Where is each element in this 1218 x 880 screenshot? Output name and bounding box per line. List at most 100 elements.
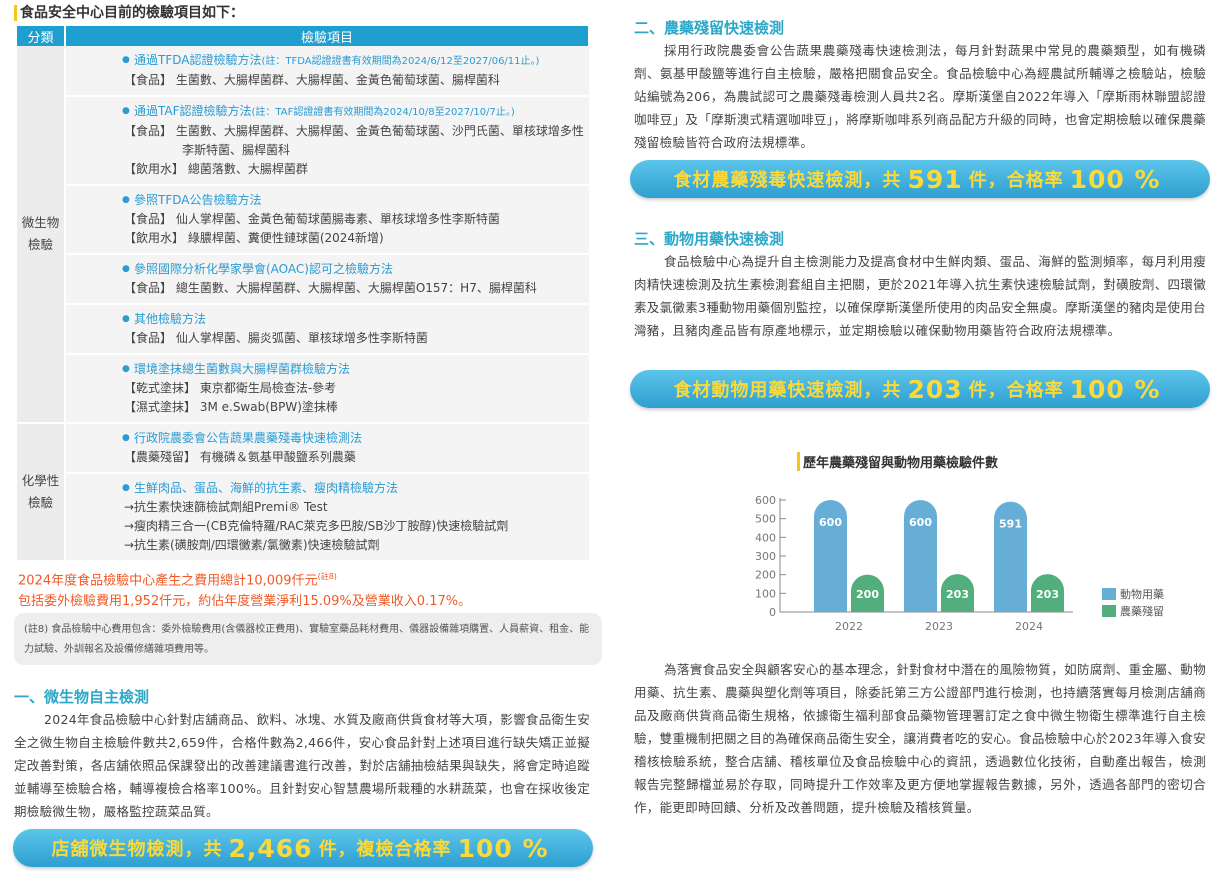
chart-title: 歷年農藥殘留與動物用藥檢驗件數 — [797, 452, 998, 471]
item-line: →抗生素(磺胺劑/四環黴素/氯黴素)快速檢驗試劑 — [124, 538, 380, 552]
item-line: 【食品】 仙人掌桿菌、腸炎弧菌、單核球增多性李斯特菌 — [124, 331, 428, 345]
method-name: 行政院農委會公告蔬果農藥殘毒快速檢測法 — [134, 431, 363, 445]
table-row: 環境塗抹總生菌數與大腸桿菌群檢驗方法【乾式塗抹】 東京都衛生局檢查法-參考【濕式… — [17, 354, 589, 424]
method-name: 通過TFDA認證檢驗方法 — [134, 53, 262, 67]
table-row: 其他檢驗方法【食品】 仙人掌桿菌、腸炎弧菌、單核球增多性李斯特菌 — [17, 304, 589, 355]
method-note: (註：TAF認證證書有效期間為2024/10/8至2027/10/7止。) — [251, 107, 515, 118]
x-tick-label: 2023 — [925, 620, 953, 633]
item-line: 【飲用水】 總菌落數、大腸桿菌群 — [124, 162, 308, 176]
items-cell: 通過TFDA認證檢驗方法(註：TFDA認證證書有效期間為2024/6/12至20… — [65, 46, 589, 97]
y-tick-label: 300 — [755, 550, 776, 563]
bar-chart: 0 100 200 300 400 500 600 600 200 2022 600 203 2023 5… — [755, 494, 1164, 633]
method-title: 生鮮肉品、蛋品、海鮮的抗生素、瘦肉精檢驗方法 — [122, 479, 589, 498]
bar — [994, 501, 1027, 612]
data-label: 600 — [909, 516, 932, 529]
section2-title: 二、農藥殘留快速檢測 — [634, 19, 785, 37]
y-tick-label: 500 — [755, 513, 776, 526]
banner-rate: 100 % — [1069, 164, 1161, 194]
bar — [814, 500, 847, 612]
item-line: 【農藥殘留】 有機磷＆氨基甲酸鹽系列農藥 — [124, 450, 356, 464]
bar — [1031, 574, 1064, 612]
banner-text: 食材動物用藥快速檢測，共 — [673, 380, 902, 401]
header-items: 檢驗項目 — [65, 26, 590, 46]
table-row: 參照國際分析化學家學會(AOAC)認可之檢驗方法【食品】 總生菌數、大腸桿菌群、… — [17, 254, 589, 305]
method-title: 環境塗抹總生菌數與大腸桿菌群檢驗方法 — [122, 360, 589, 379]
data-label: 600 — [819, 516, 842, 529]
banner-text: 食材農藥殘毒快速檢測，共 — [673, 170, 902, 191]
bar — [941, 574, 974, 612]
category-cell: 微生物 檢驗 — [17, 46, 66, 424]
category-label: 微生物 — [21, 215, 60, 230]
y-tick-label: 600 — [755, 494, 776, 507]
items-cell: 參照國際分析化學家學會(AOAC)認可之檢驗方法【食品】 總生菌數、大腸桿菌群、… — [65, 254, 589, 305]
section3-banner: 食材動物用藥快速檢測，共 203 件，合格率 100 % — [630, 370, 1210, 408]
method-title: 參照TFDA公告檢驗方法 — [122, 191, 589, 210]
y-tick-label: 200 — [755, 569, 776, 582]
banner-count: 2,466 — [228, 833, 313, 863]
item-line: 【乾式塗抹】 東京都衛生局檢查法-參考 — [124, 381, 337, 395]
y-tick-label: 400 — [755, 531, 776, 544]
method-name: 其他檢驗方法 — [134, 312, 207, 326]
x-tick-label: 2024 — [1015, 620, 1043, 633]
table-title: 食品安全中心目前的檢驗項目如下： — [14, 5, 244, 21]
item-line: 【飲用水】 綠膿桿菌、糞便性鏈球菌(2024新增) — [124, 231, 384, 245]
items-cell: 通過TAF認證檢驗方法(註：TAF認證證書有效期間為2024/10/8至2027… — [65, 96, 589, 186]
legend-swatch — [1102, 588, 1116, 600]
data-label: 591 — [999, 518, 1022, 531]
data-label: 203 — [1036, 588, 1059, 601]
item-line: →抗生素快速篩檢試劑組Premi® Test — [124, 500, 328, 514]
method-name: 參照TFDA公告檢驗方法 — [134, 193, 262, 207]
cost-line1: 2024年度食品檢驗中心產生之費用總計10,009仟元 — [18, 573, 318, 589]
legend-label: 農藥殘留 — [1120, 604, 1164, 618]
closing-paragraph: 為落實食品安全與顧客安心的基本理念，針對食材中潛在的風險物質，如防腐劑、重金屬、… — [634, 662, 1206, 815]
bar — [851, 574, 884, 612]
banner-text: 件，合格率 — [968, 380, 1064, 401]
method-title: 通過TAF認證檢驗方法(註：TAF認證證書有效期間為2024/10/8至2027… — [122, 102, 589, 122]
banner-text: 件，合格率 — [968, 170, 1064, 191]
method-note: (註：TFDA認證證書有效期間為2024/6/12至2027/06/11止。) — [261, 56, 540, 67]
section3-title: 三、動物用藥快速檢測 — [634, 230, 785, 248]
item-line: 【食品】 仙人掌桿菌、金黃色葡萄球菌腸毒素、單核球增多性李斯特菌 — [124, 212, 500, 226]
banner-count: 203 — [907, 374, 963, 404]
item-line: 【濕式塗抹】 3M e.Swab(BPW)塗抹棒 — [124, 400, 338, 414]
footnote-box: (註8) 食品檢驗中心費用包含：委外檢驗費用(含儀器校正費用)、實驗室藥品耗材費… — [14, 613, 602, 665]
method-name: 生鮮肉品、蛋品、海鮮的抗生素、瘦肉精檢驗方法 — [134, 481, 399, 495]
category-label: 化學性 — [21, 473, 60, 488]
table-row: 生鮮肉品、蛋品、海鮮的抗生素、瘦肉精檢驗方法 →抗生素快速篩檢試劑組Premi® … — [17, 473, 589, 562]
category-label: 檢驗 — [27, 495, 53, 510]
section1-title: 一、微生物自主檢測 — [14, 688, 150, 706]
section1-banner: 店舖微生物檢測，共 2,466 件，複檢合格率 100 % — [13, 829, 593, 867]
bar — [904, 500, 937, 612]
legend-swatch — [1102, 605, 1116, 617]
banner-rate: 100 % — [1069, 374, 1161, 404]
cost-line2: 包括委外檢驗費用1,952仟元，約佔年度營業淨利15.09%及營業收入0.17%… — [18, 594, 472, 610]
items-cell: 參照TFDA公告檢驗方法【食品】 仙人掌桿菌、金黃色葡萄球菌腸毒素、單核球增多性… — [65, 185, 589, 255]
cost-summary: 2024年度食品檢驗中心產生之費用總計10,009仟元(註8) 包括委外檢驗費用… — [18, 566, 471, 612]
x-tick-label: 2022 — [835, 620, 863, 633]
table-row: 參照TFDA公告檢驗方法【食品】 仙人掌桿菌、金黃色葡萄球菌腸毒素、單核球增多性… — [17, 185, 589, 255]
banner-count: 591 — [907, 164, 963, 194]
method-name: 參照國際分析化學家學會(AOAC)認可之檢驗方法 — [134, 262, 393, 276]
y-tick-label: 100 — [755, 587, 776, 600]
item-line: 【食品】 生菌數、大腸桿菌群、大腸桿菌、金黃色葡萄球菌、腸桿菌科 — [124, 73, 500, 87]
y-tick-label: 0 — [769, 606, 776, 619]
header-category: 分類 — [17, 26, 66, 46]
data-label: 200 — [856, 588, 879, 601]
cost-footnote-ref: (註8) — [317, 572, 337, 581]
banner-rate: 100 % — [457, 833, 549, 863]
items-cell: 環境塗抹總生菌數與大腸桿菌群檢驗方法【乾式塗抹】 東京都衛生局檢查法-參考【濕式… — [65, 354, 589, 424]
banner-text: 件，複檢合格率 — [318, 839, 452, 860]
item-line: 【食品】 生菌數、大腸桿菌群、大腸桿菌、金黃色葡萄球菌、沙門氏菌、單核球增多性李… — [124, 124, 584, 157]
banner-text: 店舖微生物檢測，共 — [51, 839, 223, 860]
items-cell: 其他檢驗方法【食品】 仙人掌桿菌、腸炎弧菌、單核球增多性李斯特菌 — [65, 304, 589, 355]
category-label: 檢驗 — [27, 237, 53, 252]
items-cell: 行政院農委會公告蔬果農藥殘毒快速檢測法【農藥殘留】 有機磷＆氨基甲酸鹽系列農藥 — [65, 423, 589, 474]
section3-body: 食品檢驗中心為提升自主檢測能力及提高食材中生鮮肉類、蛋品、海鮮的監測頻率，每月利… — [634, 254, 1206, 338]
item-line: →瘦肉精三合一(CB克倫特羅/RAC萊克多巴胺/SB沙丁胺醇)快速檢驗試劑 — [124, 519, 509, 533]
method-title: 參照國際分析化學家學會(AOAC)認可之檢驗方法 — [122, 260, 589, 279]
section1-body: 2024年食品檢驗中心針對店舖商品、飲料、冰塊、水質及廠商供貨食材等大項，影響食… — [14, 712, 591, 819]
item-line: 【食品】 總生菌數、大腸桿菌群、大腸桿菌、大腸桿菌O157：H7、腸桿菌科 — [124, 281, 537, 295]
